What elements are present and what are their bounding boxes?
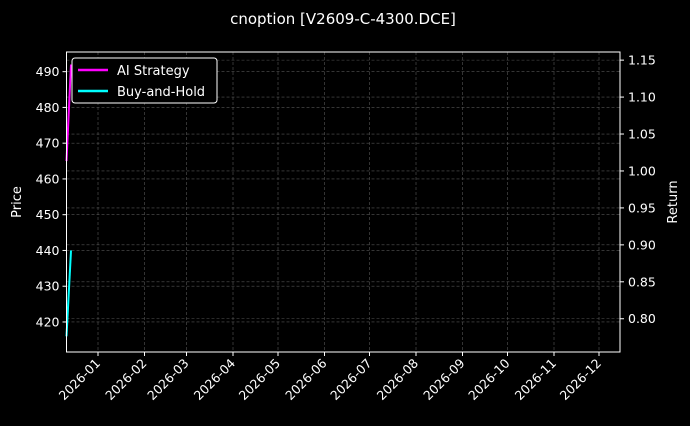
y2-tick-label: 0.80: [628, 311, 656, 326]
plot-frame: [66, 51, 621, 353]
x-axis: 2026-012026-022026-032026-042026-052026-…: [56, 352, 605, 404]
x-tick-label: 2026-05: [236, 356, 284, 404]
y2-tick-label: 0.85: [628, 274, 656, 289]
y2-axis: 0.80 0.85 0.90 0.95 1.00 1.05 1.10 1.15: [620, 53, 656, 326]
legend-box: [71, 57, 218, 104]
y2-tick-label: 0.90: [628, 237, 656, 252]
y2-axis-label: Return: [666, 180, 681, 223]
x-tick-label: 2026-03: [144, 356, 192, 404]
y-tick-label: 430: [36, 279, 60, 294]
x-tick-label: 2026-07: [327, 356, 375, 404]
y-tick-label: 470: [36, 136, 60, 151]
x-tick-label: 2026-01: [56, 356, 104, 404]
series-line-ai-strategy: [65, 64, 72, 162]
y-axis: 420 430 440 450 460 470 480 490: [36, 64, 67, 329]
x-tick-label: 2026-10: [465, 355, 513, 403]
y-tick-label: 420: [36, 314, 60, 329]
x-tick-label: 2026-09: [420, 355, 468, 403]
y-tick-label: 480: [36, 100, 60, 115]
y-axis-label: Price: [10, 186, 25, 218]
series-lines: [65, 64, 72, 337]
y2-tick-label: 1.15: [628, 53, 656, 68]
y-tick-label: 460: [36, 171, 60, 186]
legend-label-ai-strategy: AI Strategy: [117, 64, 190, 79]
y2-tick-label: 0.95: [628, 200, 656, 215]
legend-label-buy-and-hold: Buy-and-Hold: [117, 85, 205, 100]
y2-tick-label: 1.10: [628, 90, 656, 105]
chart-title: cnoption [V2609-C-4300.DCE]: [230, 10, 456, 28]
x-tick-label: 2026-02: [102, 356, 150, 404]
x-tick-label: 2026-11: [512, 356, 560, 404]
legend: AI Strategy Buy-and-Hold: [71, 57, 218, 104]
y-tick-label: 490: [36, 64, 60, 79]
x-tick-label: 2026-04: [191, 355, 239, 403]
x-tick-label: 2026-12: [557, 356, 605, 404]
y2-tick-label: 1.00: [628, 163, 656, 178]
y-tick-label: 440: [36, 243, 60, 258]
series-line-buy-and-hold: [65, 250, 72, 337]
x-tick-label: 2026-08: [374, 355, 422, 403]
y2-tick-label: 1.05: [628, 127, 656, 142]
y-tick-label: 450: [36, 207, 60, 222]
x-tick-label: 2026-06: [282, 355, 330, 403]
grid: [66, 52, 620, 352]
